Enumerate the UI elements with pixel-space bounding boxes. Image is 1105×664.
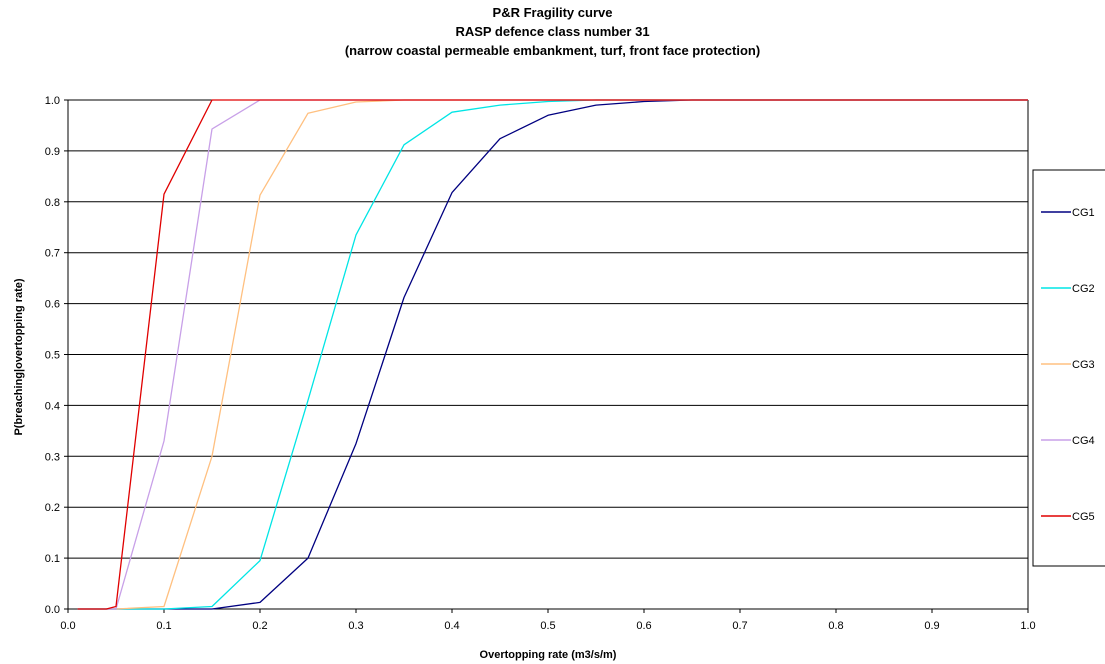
chart-title-line-3: (narrow coastal permeable embankment, tu… — [344, 43, 761, 58]
x-tick-label: 1.0 — [1020, 620, 1035, 632]
y-tick-label: 0.1 — [45, 553, 60, 565]
y-tick-label: 0.5 — [45, 350, 60, 362]
legend-label-cg2: CG2 — [1072, 283, 1095, 295]
x-tick-label: 0.6 — [636, 620, 651, 632]
y-axis-label: P(breaching|overtopping rate) — [13, 278, 25, 435]
x-tick-label: 0.3 — [348, 620, 363, 632]
y-tick-label: 0.8 — [45, 197, 60, 209]
y-tick-label: 0.2 — [45, 502, 60, 514]
legend-label-cg4: CG4 — [1072, 435, 1095, 447]
x-tick-label: 0.4 — [444, 620, 459, 632]
legend-box — [1032, 169, 1105, 567]
legend-label-cg5: CG5 — [1072, 511, 1095, 523]
y-tick-label: 0.3 — [45, 451, 60, 463]
x-tick-label: 0.8 — [828, 620, 843, 632]
legend-label-cg3: CG3 — [1072, 359, 1095, 371]
axes — [64, 99, 1029, 613]
chart-title-line-2: RASP defence class number 31 — [455, 24, 650, 39]
tick-labels: 0.0 0.1 0.2 0.3 0.4 0.5 0.6 0.7 0.8 0.9 1.0 0.0 0.1 0… — [45, 95, 1036, 632]
y-tick-label: 0.7 — [45, 248, 60, 260]
x-tick-label: 0.2 — [252, 620, 267, 632]
x-tick-label: 0.7 — [732, 620, 747, 632]
y-tick-label: 0.9 — [45, 146, 60, 158]
legend-label-cg1: CG1 — [1072, 207, 1095, 219]
legend: CG1 CG2 CG3 CG4 CG5 — [1032, 169, 1105, 567]
series-line-cg5 — [77, 99, 1028, 610]
chart-title-line-1: P&R Fragility curve — [492, 5, 613, 20]
x-tick-label: 0.5 — [540, 620, 555, 632]
y-tick-label: 0.0 — [45, 604, 60, 616]
y-tick-label: 1.0 — [45, 95, 60, 107]
x-tick-label: 0.9 — [924, 620, 939, 632]
x-axis-label: Overtopping rate (m3/s/m) — [480, 649, 617, 661]
y-tick-label: 0.4 — [45, 400, 60, 412]
y-tick-label: 0.6 — [45, 299, 60, 311]
grid-lines — [68, 99, 1028, 559]
x-tick-label: 0.1 — [156, 620, 171, 632]
x-tick-label: 0.0 — [60, 620, 75, 632]
series-lines — [77, 99, 1028, 610]
